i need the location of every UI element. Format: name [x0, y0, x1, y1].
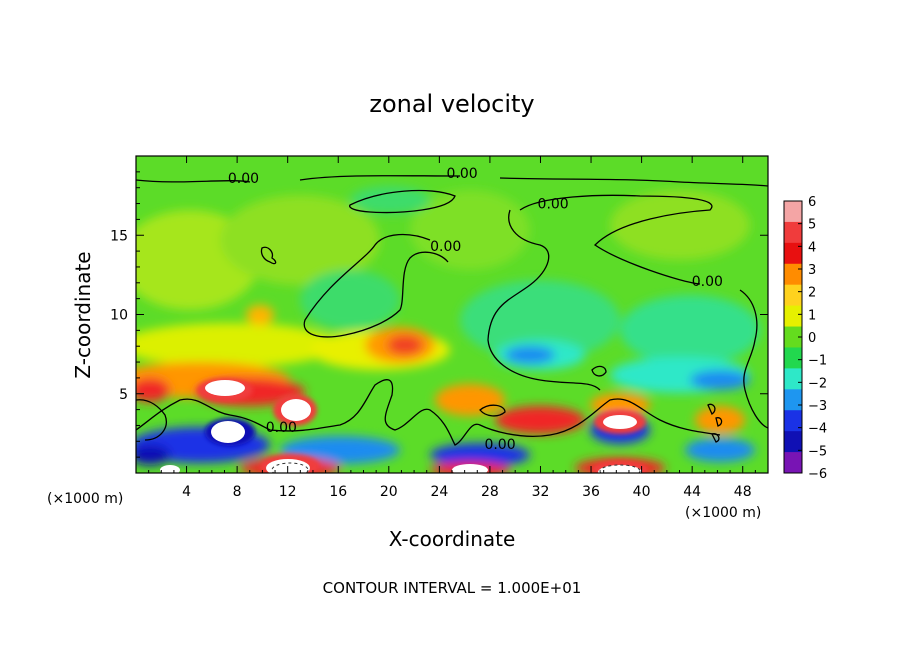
y-tick-label: 5	[119, 387, 128, 403]
colorbar-swatch	[784, 326, 802, 348]
contour-label: 0.00	[430, 239, 461, 255]
x-tick-label: 12	[279, 484, 297, 500]
colorbar-label: −2	[808, 376, 827, 391]
x-tick-label: 32	[532, 484, 550, 500]
colorbar-label: 0	[808, 331, 816, 346]
colorbar-swatch	[784, 368, 802, 390]
colorbar-label: −6	[808, 467, 827, 482]
x-tick-label: 40	[633, 484, 651, 500]
contour-label: 0.00	[266, 420, 297, 436]
x-unit-right: (×1000 m)	[685, 505, 761, 521]
x-axis-title: X-coordinate	[389, 527, 516, 551]
contour-label: 0.00	[692, 274, 723, 290]
colorbar-swatch	[784, 221, 802, 244]
chart-title: zonal velocity	[369, 90, 534, 118]
x-tick-label: 24	[430, 484, 448, 500]
colorbar-swatch	[784, 263, 802, 286]
x-axis: 4 8 12 16 20 24 28 32 36 40 44 48	[148, 156, 756, 500]
colorbar-label: 6	[808, 195, 816, 210]
x-tick-label: 48	[734, 484, 752, 500]
colorbar-swatch	[784, 452, 802, 474]
colorbar-swatch	[784, 305, 802, 328]
colorbar-swatch	[784, 410, 802, 432]
y-tick-label: 10	[110, 308, 128, 324]
contour-labels: 0.00 0.00 0.00 0.00 0.00 0.00 0.00	[228, 166, 723, 453]
contour-interval-footer: CONTOUR INTERVAL = 1.000E+01	[323, 579, 582, 597]
colorbar-swatch	[784, 242, 802, 265]
x-tick-label: 4	[182, 484, 191, 500]
colorbar-label: −5	[808, 444, 827, 459]
colorbar-label: 3	[808, 263, 816, 278]
x-tick-label: 20	[380, 484, 398, 500]
contour-label: 0.00	[228, 171, 259, 187]
contour-label: 0.00	[484, 437, 515, 453]
colorbar-swatch	[784, 389, 802, 411]
x-tick-label: 16	[329, 484, 347, 500]
colorbar-label: −4	[808, 422, 827, 437]
colorbar-label: −3	[808, 399, 827, 414]
x-tick-label: 36	[582, 484, 600, 500]
colorbar-label: −1	[808, 354, 827, 369]
contour-label: 0.00	[538, 196, 569, 212]
x-unit-left: (×1000 m)	[47, 491, 123, 507]
colorbar-label: 1	[808, 308, 816, 323]
colorbar-label: 4	[808, 240, 816, 255]
colorbar-label: 5	[808, 218, 816, 233]
y-tick-label: 15	[110, 228, 128, 244]
colorbar-swatch	[784, 431, 802, 453]
x-tick-label: 28	[481, 484, 499, 500]
colorbar-swatch	[784, 347, 802, 369]
velocity-field: 0.00 0.00 0.00 0.00 0.00 0.00 0.00	[136, 156, 768, 473]
x-tick-label: 44	[683, 484, 701, 500]
colorbar: 6 5 4 3 2 1 0 −1 −2 −3 −4 −5 −6	[783, 195, 827, 482]
colorbar-swatch	[784, 284, 802, 307]
y-axis-title: Z-coordinate	[71, 251, 95, 378]
x-tick-label: 8	[233, 484, 242, 500]
y-axis: 5 10 15	[110, 171, 768, 458]
colorbar-swatch	[784, 201, 802, 223]
colorbar-label: 2	[808, 286, 816, 301]
contour-label: 0.00	[447, 166, 478, 182]
